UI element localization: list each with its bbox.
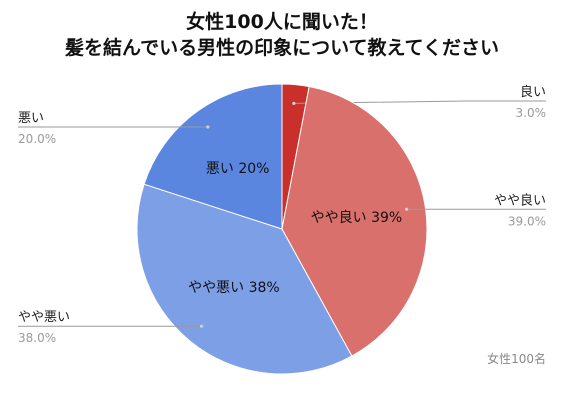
slice-percent-label-2: 38.0% — [18, 331, 56, 345]
chart-title-line-2: 髪を結んでいる男性の印象について教えてください — [65, 37, 499, 59]
pie-slice-1 — [281, 85, 428, 357]
slice-inner-label-2: やや悪い 38% — [188, 280, 280, 296]
slice-category-label-0: 良い — [520, 84, 546, 100]
slice-percent-label-3: 20.0% — [18, 132, 56, 146]
slice-percent-label-0: 3.0% — [516, 106, 547, 120]
slice-inner-label-1: やや良い 39% — [311, 210, 403, 226]
slice-category-label-3: 悪い — [18, 111, 44, 126]
slice-category-label-1: やや良い — [494, 192, 546, 208]
slice-percent-label-1: 39.0% — [508, 214, 546, 228]
chart-title-line-1: 女性100人に聞いた！ — [186, 11, 378, 33]
leader-dot-3 — [206, 125, 210, 129]
leader-dot-0 — [292, 101, 296, 106]
pie-slice-3 — [143, 83, 283, 230]
leader-dot-2 — [199, 324, 204, 328]
slice-inner-label-3: 悪い 20% — [206, 161, 270, 177]
leader-dot-1 — [404, 207, 409, 211]
sample-size-note: 女性100名 — [487, 352, 546, 366]
slice-category-label-2: やや悪い — [18, 310, 70, 325]
